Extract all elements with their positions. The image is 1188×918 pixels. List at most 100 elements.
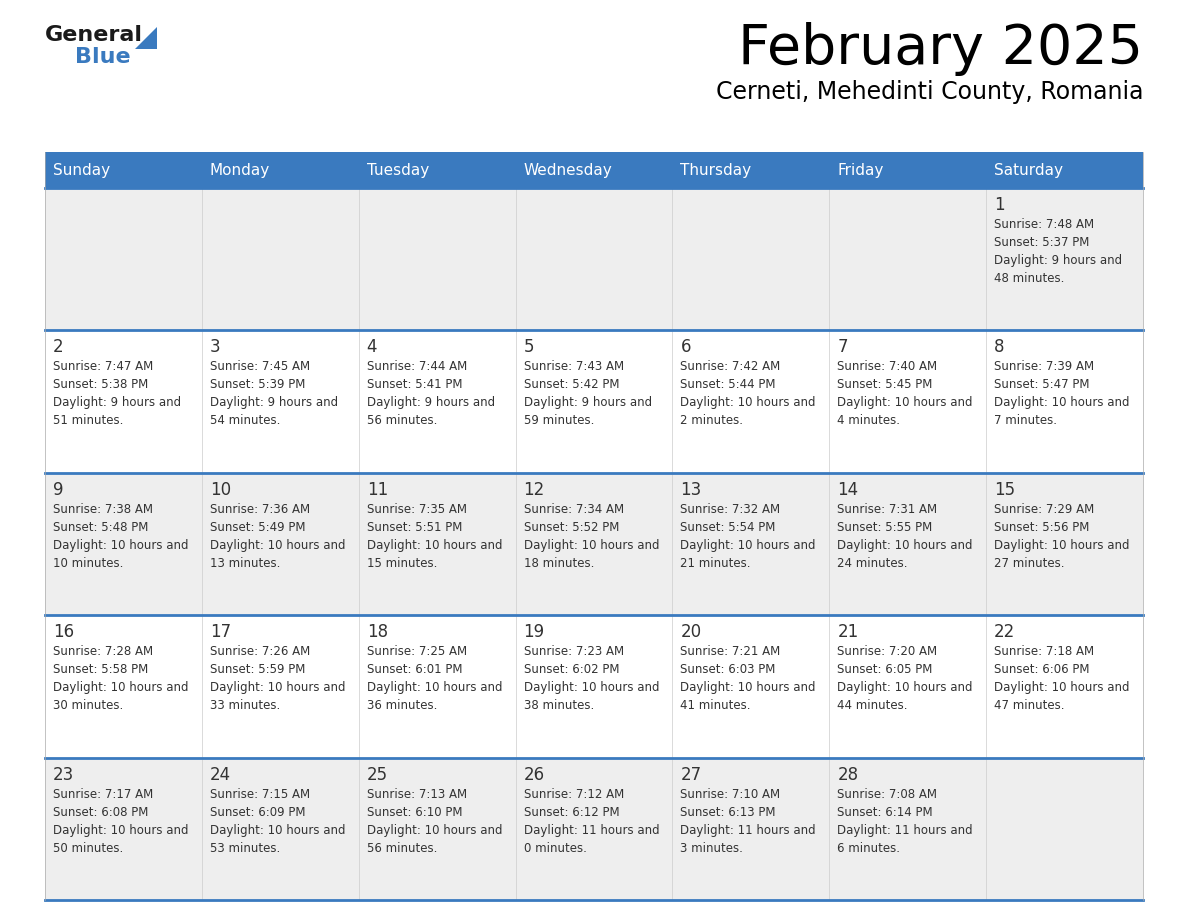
Text: 3: 3 — [210, 339, 221, 356]
Text: Daylight: 10 hours and: Daylight: 10 hours and — [838, 397, 973, 409]
Text: 25: 25 — [367, 766, 387, 784]
Text: 12: 12 — [524, 481, 545, 498]
Text: 10: 10 — [210, 481, 230, 498]
Bar — [45, 473, 202, 615]
Text: 13: 13 — [681, 481, 702, 498]
Text: 21: 21 — [838, 623, 859, 641]
Bar — [829, 152, 986, 188]
Text: Sunrise: 7:35 AM: Sunrise: 7:35 AM — [367, 503, 467, 516]
Text: 36 minutes.: 36 minutes. — [367, 700, 437, 712]
Text: Sunrise: 7:15 AM: Sunrise: 7:15 AM — [210, 788, 310, 800]
Text: Sunrise: 7:17 AM: Sunrise: 7:17 AM — [53, 788, 153, 800]
Text: Sunset: 5:52 PM: Sunset: 5:52 PM — [524, 521, 619, 533]
Bar — [202, 330, 359, 473]
Text: Sunrise: 7:36 AM: Sunrise: 7:36 AM — [210, 503, 310, 516]
Text: 19: 19 — [524, 623, 544, 641]
Bar — [672, 615, 829, 757]
Text: 15 minutes.: 15 minutes. — [367, 557, 437, 570]
Text: 1: 1 — [994, 196, 1005, 214]
Text: 8: 8 — [994, 339, 1005, 356]
Text: 48 minutes.: 48 minutes. — [994, 272, 1064, 285]
Text: 44 minutes.: 44 minutes. — [838, 700, 908, 712]
Bar — [829, 757, 986, 900]
Text: 50 minutes.: 50 minutes. — [53, 842, 124, 855]
Text: Sunrise: 7:10 AM: Sunrise: 7:10 AM — [681, 788, 781, 800]
Text: General: General — [45, 25, 143, 45]
Bar — [986, 152, 1143, 188]
Text: 15: 15 — [994, 481, 1016, 498]
Text: 5: 5 — [524, 339, 535, 356]
Text: 24 minutes.: 24 minutes. — [838, 557, 908, 570]
Text: Sunrise: 7:26 AM: Sunrise: 7:26 AM — [210, 645, 310, 658]
Bar — [202, 757, 359, 900]
Text: 11: 11 — [367, 481, 388, 498]
Text: Daylight: 10 hours and: Daylight: 10 hours and — [53, 681, 189, 694]
Text: Sunset: 5:54 PM: Sunset: 5:54 PM — [681, 521, 776, 533]
Text: 7 minutes.: 7 minutes. — [994, 414, 1057, 428]
Bar — [359, 330, 516, 473]
Text: Tuesday: Tuesday — [367, 162, 429, 177]
Text: 20: 20 — [681, 623, 702, 641]
Text: Sunrise: 7:28 AM: Sunrise: 7:28 AM — [53, 645, 153, 658]
Text: Sunrise: 7:42 AM: Sunrise: 7:42 AM — [681, 361, 781, 374]
Text: Sunset: 6:06 PM: Sunset: 6:06 PM — [994, 663, 1089, 677]
Text: 53 minutes.: 53 minutes. — [210, 842, 280, 855]
Text: 18: 18 — [367, 623, 387, 641]
Text: 23: 23 — [53, 766, 74, 784]
Bar — [829, 473, 986, 615]
Bar — [829, 330, 986, 473]
Bar — [986, 757, 1143, 900]
Bar — [672, 330, 829, 473]
Text: Sunset: 5:38 PM: Sunset: 5:38 PM — [53, 378, 148, 391]
Text: Sunset: 5:56 PM: Sunset: 5:56 PM — [994, 521, 1089, 533]
Text: Daylight: 10 hours and: Daylight: 10 hours and — [53, 823, 189, 836]
Text: Daylight: 11 hours and: Daylight: 11 hours and — [838, 823, 973, 836]
Text: Sunset: 6:01 PM: Sunset: 6:01 PM — [367, 663, 462, 677]
Bar — [45, 615, 202, 757]
Text: Sunset: 5:55 PM: Sunset: 5:55 PM — [838, 521, 933, 533]
Text: Sunset: 6:08 PM: Sunset: 6:08 PM — [53, 806, 148, 819]
Text: Saturday: Saturday — [994, 162, 1063, 177]
Text: 4 minutes.: 4 minutes. — [838, 414, 901, 428]
Bar — [986, 473, 1143, 615]
Bar — [986, 188, 1143, 330]
Text: Daylight: 10 hours and: Daylight: 10 hours and — [681, 681, 816, 694]
Text: 18 minutes.: 18 minutes. — [524, 557, 594, 570]
Text: Sunrise: 7:31 AM: Sunrise: 7:31 AM — [838, 503, 937, 516]
Text: Sunrise: 7:25 AM: Sunrise: 7:25 AM — [367, 645, 467, 658]
Bar — [202, 473, 359, 615]
Text: Sunrise: 7:44 AM: Sunrise: 7:44 AM — [367, 361, 467, 374]
Text: 51 minutes.: 51 minutes. — [53, 414, 124, 428]
Text: 56 minutes.: 56 minutes. — [367, 842, 437, 855]
Text: 47 minutes.: 47 minutes. — [994, 700, 1064, 712]
Text: 21 minutes.: 21 minutes. — [681, 557, 751, 570]
Bar — [359, 188, 516, 330]
Text: 59 minutes.: 59 minutes. — [524, 414, 594, 428]
Bar — [829, 615, 986, 757]
Bar — [516, 188, 672, 330]
Text: Sunrise: 7:48 AM: Sunrise: 7:48 AM — [994, 218, 1094, 231]
Text: February 2025: February 2025 — [738, 22, 1143, 76]
Text: Sunset: 5:59 PM: Sunset: 5:59 PM — [210, 663, 305, 677]
Text: 6: 6 — [681, 339, 691, 356]
Text: 16: 16 — [53, 623, 74, 641]
Text: Daylight: 10 hours and: Daylight: 10 hours and — [367, 681, 503, 694]
Text: 6 minutes.: 6 minutes. — [838, 842, 901, 855]
Polygon shape — [135, 27, 157, 49]
Text: Sunset: 6:10 PM: Sunset: 6:10 PM — [367, 806, 462, 819]
Text: Sunset: 5:44 PM: Sunset: 5:44 PM — [681, 378, 776, 391]
Text: Thursday: Thursday — [681, 162, 752, 177]
Text: Daylight: 10 hours and: Daylight: 10 hours and — [367, 823, 503, 836]
Bar — [516, 615, 672, 757]
Bar — [45, 188, 202, 330]
Text: 38 minutes.: 38 minutes. — [524, 700, 594, 712]
Bar — [986, 615, 1143, 757]
Text: 13 minutes.: 13 minutes. — [210, 557, 280, 570]
Text: Sunrise: 7:40 AM: Sunrise: 7:40 AM — [838, 361, 937, 374]
Text: 14: 14 — [838, 481, 859, 498]
Text: 0 minutes.: 0 minutes. — [524, 842, 587, 855]
Text: 26: 26 — [524, 766, 544, 784]
Text: Daylight: 10 hours and: Daylight: 10 hours and — [524, 539, 659, 552]
Text: Daylight: 9 hours and: Daylight: 9 hours and — [994, 254, 1123, 267]
Bar — [516, 757, 672, 900]
